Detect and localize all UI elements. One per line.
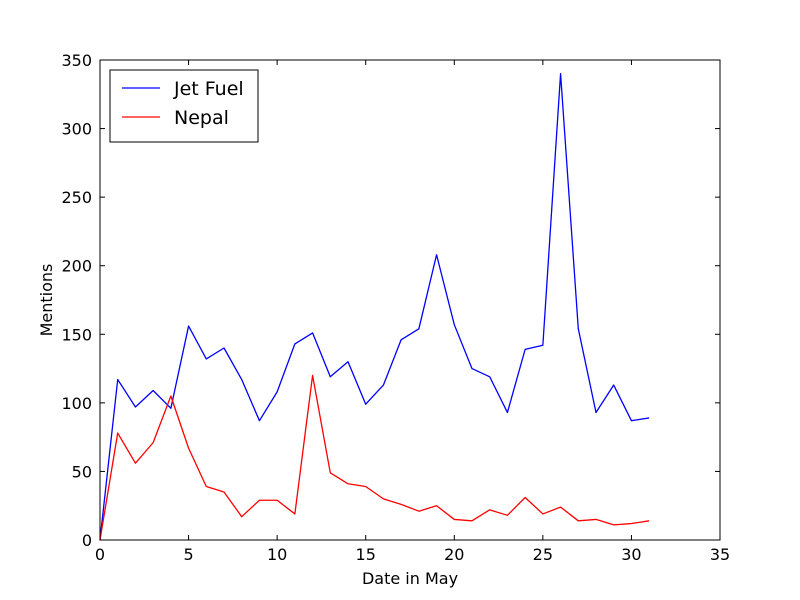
x-tick-label: 15	[356, 545, 376, 564]
legend: Jet Fuel Nepal	[109, 69, 259, 143]
series-layer	[99, 73, 650, 541]
y-tick-label: 250	[61, 188, 92, 207]
y-tick-label: 50	[72, 462, 92, 481]
x-tick-label: 35	[710, 545, 730, 564]
x-tick-label: 20	[444, 545, 464, 564]
y-tick-label: 150	[61, 325, 92, 344]
y-tick-label: 350	[61, 51, 92, 70]
series-line-jet-fuel	[99, 73, 650, 541]
x-tick-label: 10	[267, 545, 287, 564]
x-tick-label: 0	[95, 545, 105, 564]
plot-frame	[99, 59, 721, 541]
x-axis-title: Date in May	[362, 569, 458, 588]
legend-label-jet-fuel: Jet Fuel	[173, 78, 244, 100]
y-axis-title: Mentions	[37, 264, 56, 337]
y-tick-label: 200	[61, 257, 92, 276]
x-tick-label: 30	[621, 545, 641, 564]
y-tick-label: 300	[61, 120, 92, 139]
x-tick-label: 5	[183, 545, 193, 564]
x-tick-label: 25	[533, 545, 553, 564]
legend-box	[109, 69, 259, 143]
y-tick-label: 100	[61, 394, 92, 413]
series-line-nepal	[99, 374, 650, 541]
y-tick-label: 0	[82, 531, 92, 550]
legend-label-nepal: Nepal	[174, 107, 229, 129]
